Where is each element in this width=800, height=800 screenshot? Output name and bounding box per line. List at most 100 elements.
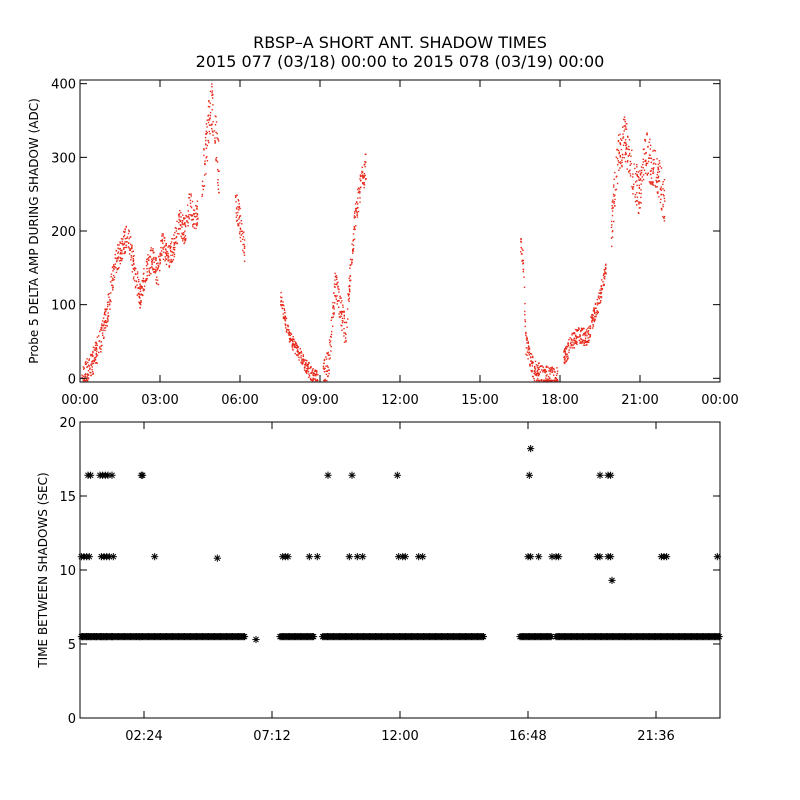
amp-point — [631, 149, 633, 151]
amp-point — [632, 173, 634, 175]
amp-point — [111, 266, 114, 269]
amp-point — [566, 356, 568, 358]
amp-point — [162, 233, 165, 235]
amp-point — [576, 343, 578, 345]
amp-point — [526, 337, 528, 340]
amp-point — [90, 363, 92, 365]
amp-point — [565, 360, 568, 363]
amp-point — [617, 140, 620, 143]
amp-point — [583, 342, 585, 344]
amp-point — [323, 368, 325, 371]
amp-point — [148, 256, 150, 259]
amp-point — [183, 232, 185, 234]
amp-point — [204, 163, 206, 166]
amp-point — [291, 344, 293, 346]
amp-point — [119, 241, 121, 243]
amp-point — [596, 298, 598, 301]
amp-point — [568, 349, 570, 351]
amp-point — [534, 368, 537, 370]
amp-point — [165, 244, 167, 247]
amp-point — [362, 176, 364, 178]
amp-point — [341, 320, 343, 322]
amp-point — [541, 365, 543, 367]
amp-point — [563, 356, 565, 359]
amp-point — [588, 339, 590, 341]
amp-point — [338, 291, 340, 293]
amp-point — [532, 361, 534, 364]
amp-point — [659, 187, 662, 190]
amp-point — [639, 170, 641, 172]
amp-point — [170, 241, 173, 243]
amp-point — [291, 346, 293, 348]
amp-point — [169, 261, 171, 263]
amp-point — [288, 334, 290, 336]
amp-point — [158, 258, 161, 260]
amp-point — [104, 312, 106, 314]
amp-point — [522, 259, 525, 262]
amp-point — [186, 204, 189, 206]
amp-point — [84, 363, 87, 365]
amp-point — [594, 318, 596, 320]
amp-point — [618, 161, 620, 164]
amp-point — [642, 163, 644, 166]
amp-point — [614, 189, 617, 191]
amp-point — [118, 244, 120, 246]
amp-point — [203, 174, 206, 176]
amp-point — [105, 320, 107, 322]
amp-point — [283, 317, 286, 320]
amp-point — [122, 244, 124, 246]
amp-point — [619, 167, 621, 169]
amp-point — [326, 365, 329, 367]
amp-point — [280, 304, 282, 306]
amp-point — [96, 336, 99, 338]
amp-point — [363, 175, 365, 177]
amp-point — [333, 308, 335, 310]
amp-point — [595, 307, 597, 309]
amp-point — [653, 158, 655, 161]
amp-point — [132, 250, 134, 252]
amp-point — [591, 319, 594, 321]
amp-point — [117, 251, 120, 253]
amp-point — [650, 170, 652, 172]
amp-point — [572, 339, 575, 341]
amp-point — [113, 279, 115, 281]
amp-point — [632, 188, 634, 190]
amp-point — [165, 249, 167, 251]
amp-point — [84, 375, 87, 377]
amp-point — [207, 121, 210, 124]
amp-point — [360, 186, 362, 188]
amp-point — [114, 266, 116, 268]
amp-point — [553, 370, 555, 373]
amp-point — [631, 185, 633, 188]
amp-point — [633, 163, 635, 165]
amp-point — [357, 206, 359, 209]
amp-point — [638, 203, 640, 205]
amp-point — [524, 314, 526, 316]
amp-point — [121, 243, 124, 245]
amp-point — [94, 344, 97, 347]
amp-point — [646, 162, 649, 165]
amp-point — [146, 261, 148, 263]
amp-point — [349, 275, 352, 277]
amp-point — [611, 245, 613, 248]
amp-point — [185, 214, 187, 217]
amp-point — [526, 351, 529, 353]
interval-star — [555, 553, 563, 561]
amp-point — [632, 176, 634, 178]
top-xtick-label: 06:00 — [221, 393, 258, 408]
top-ytick-label: 100 — [51, 299, 76, 314]
amp-point — [83, 378, 85, 381]
interval-star — [252, 635, 260, 644]
amp-point — [337, 300, 339, 302]
amp-point — [543, 371, 546, 373]
amp-point — [173, 255, 175, 258]
amp-point — [595, 311, 597, 314]
amp-point — [361, 174, 364, 176]
amp-point — [546, 379, 548, 381]
amp-point — [583, 333, 585, 335]
amp-point — [214, 141, 216, 143]
amp-point — [551, 379, 554, 382]
amp-point — [183, 236, 185, 239]
amp-point — [612, 199, 614, 201]
amp-point — [325, 373, 327, 375]
